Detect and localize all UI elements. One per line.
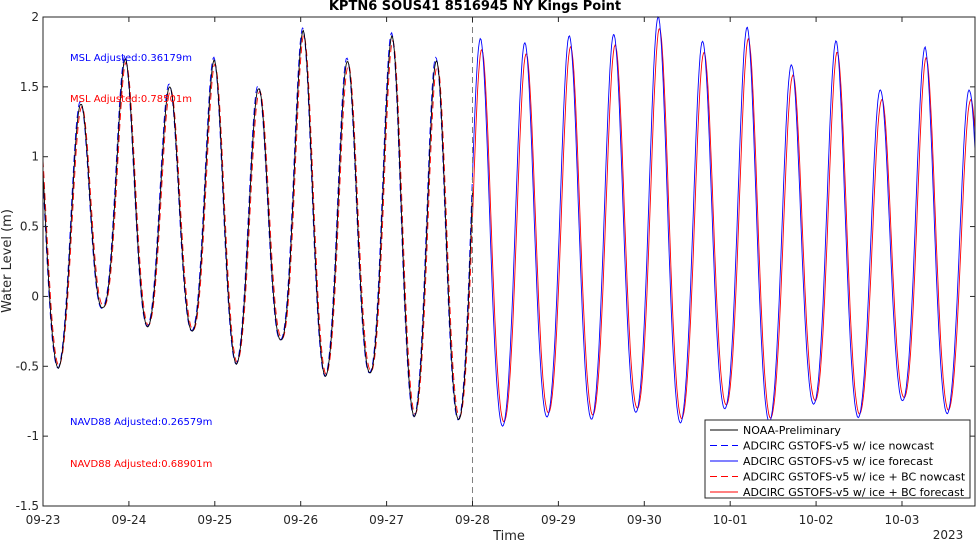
y-tick-label: 1 <box>31 150 39 164</box>
legend-label-0: NOAA-Preliminary <box>743 424 841 437</box>
x-tick-label: 09-30 <box>627 513 662 527</box>
x-tick-label: 09-27 <box>369 513 404 527</box>
x-axis-label: Time <box>492 529 525 541</box>
y-tick-label: 0 <box>31 289 39 303</box>
legend-label-2: ADCIRC GSTOFS-v5 w/ ice forecast <box>743 455 934 468</box>
x-tick-label: 10-02 <box>799 513 834 527</box>
y-tick-label: -0.5 <box>16 359 39 373</box>
series-line-4 <box>472 28 976 423</box>
legend-box <box>704 419 971 499</box>
legend-label-4: ADCIRC GSTOFS-v5 w/ ice + BC forecast <box>743 486 965 499</box>
series-line-1 <box>42 27 473 421</box>
axes-box <box>42 16 976 507</box>
legend-label-1: ADCIRC GSTOFS-v5 w/ ice nowcast <box>743 440 935 453</box>
x-axis-year-label: 2023 <box>933 528 964 541</box>
series-line-0 <box>42 29 473 421</box>
y-tick-label: 2 <box>31 10 39 24</box>
x-tick-label: 09-26 <box>283 513 318 527</box>
x-tick-label: 09-29 <box>541 513 576 527</box>
msl-adjusted-ice-bc-annotation: MSL Adjusted:0.78501m <box>70 94 192 105</box>
y-axis-label: Water Level (m) <box>0 209 15 313</box>
y-tick-label: 1.5 <box>20 80 39 94</box>
y-tick-label: 0.5 <box>20 220 39 234</box>
chart-title: KPTN6 SOUS41 8516945 NY Kings Point <box>329 0 621 14</box>
series-line-3 <box>42 34 473 418</box>
navd88-adjusted-ice-annotation: NAVD88 Adjusted:0.26579m <box>70 417 212 428</box>
y-tick-label: -1 <box>27 429 39 443</box>
legend-label-3: ADCIRC GSTOFS-v5 w/ ice + BC nowcast <box>743 471 966 484</box>
x-tick-label: 09-23 <box>26 513 61 527</box>
x-tick-label: 10-03 <box>885 513 920 527</box>
x-tick-label: 09-28 <box>455 513 490 527</box>
y-axis-ticks: -1.5 -1 -0.5 0 0.5 1 1.5 2 <box>16 10 975 513</box>
chart-legend: NOAA-Preliminary ADCIRC GSTOFS-v5 w/ ice … <box>704 419 971 499</box>
x-tick-label: 10-01 <box>713 513 748 527</box>
series-line-2 <box>472 16 976 427</box>
x-tick-label: 09-24 <box>111 513 146 527</box>
x-tick-label: 09-25 <box>197 513 232 527</box>
plot-lines <box>42 16 976 427</box>
x-axis-ticks: 09-23 09-24 09-25 09-26 09-27 09-28 09-29 09-30… <box>26 17 920 527</box>
y-tick-label: -1.5 <box>16 499 39 513</box>
navd88-adjusted-ice-bc-annotation: NAVD88 Adjusted:0.68901m <box>70 459 212 470</box>
msl-adjusted-ice-annotation: MSL Adjusted:0.36179m <box>70 53 192 64</box>
